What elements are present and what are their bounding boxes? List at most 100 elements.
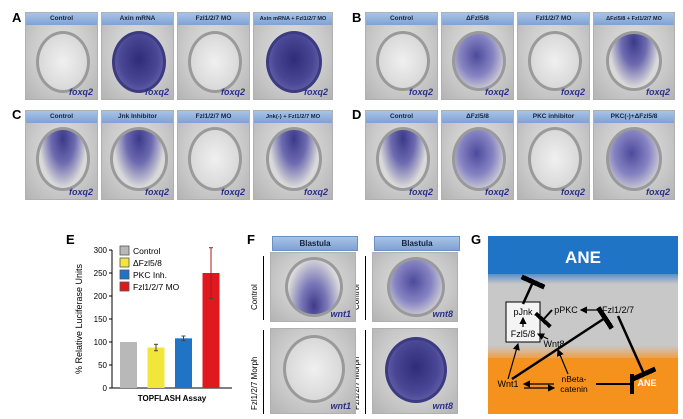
panel-c-header-2: Jnk Inhibitor: [102, 111, 173, 123]
panel-a-header-3: Fzl1/2/7 MO: [178, 13, 249, 25]
embryo: [188, 127, 242, 191]
embryo: [283, 335, 345, 403]
panel-a-image-1: Control foxq2: [25, 12, 98, 100]
panel-label-b: B: [352, 10, 362, 25]
node-wnt1: Wnt1: [497, 379, 518, 389]
gene-label: foxq2: [303, 187, 328, 197]
embryo: [266, 127, 322, 191]
legend-label-1: ΔFzl5/8: [133, 258, 162, 268]
y-tick-label: 200: [94, 292, 108, 301]
edge-wnt8-to-fzl58: [536, 333, 549, 340]
gene-label: foxq2: [68, 87, 93, 97]
node-nbeta: nBeta-catenin: [560, 374, 588, 394]
panel-c-image-4: Jnk(-) + Fzl1/2/7 MO foxq2: [253, 110, 333, 200]
legend-swatch-2: [119, 269, 130, 280]
gene-label: foxq2: [408, 187, 433, 197]
y-tick-label: 0: [103, 384, 108, 393]
embryo: [36, 127, 90, 191]
panel-a-header-1: Control: [26, 13, 97, 25]
panel-label-a: A: [12, 10, 22, 25]
node-wnt8: Wnt8: [543, 339, 564, 349]
row-bracket: [365, 256, 366, 320]
node-ppkc: pPKC: [554, 305, 578, 315]
panel-a-header-2: Axin mRNA: [102, 13, 173, 25]
y-tick-label: 100: [94, 338, 108, 347]
panel-d-image-4: PKC(-)+ΔFzl5/8 foxq2: [593, 110, 675, 200]
panel-f-image-1: wnt1: [270, 252, 356, 322]
panel-b-header-3: Fzl1/2/7 MO: [518, 13, 589, 25]
panel-f-image-3: wnt1: [270, 328, 356, 414]
embryo: [110, 127, 168, 191]
panel-d-image-1: Control foxq2: [365, 110, 438, 200]
panel-b-header-2: ΔFzl5/8: [442, 13, 513, 25]
row-bracket: [365, 330, 366, 414]
panel-label-d: D: [352, 107, 362, 122]
legend-label-3: Fzl1/2/7 MO: [133, 282, 180, 292]
embryo: [112, 31, 166, 93]
panel-c-header-1: Control: [26, 111, 97, 123]
panel-e-bar-chart: 0 50 100 150 200 250 300 % Relative Luciferase …: [74, 245, 232, 403]
gene-label: foxq2: [560, 187, 585, 197]
embryo: [387, 257, 445, 317]
panel-d-image-3: PKC inhibitor foxq2: [517, 110, 590, 200]
panel-c-header-4: Jnk(-) + Fzl1/2/7 MO: [254, 111, 332, 123]
panel-b-header-4: ΔFzl5/8 + Fzl1/2/7 MO: [594, 13, 674, 25]
legend-label-2: PKC Inh.: [133, 270, 167, 280]
gene-label: wnt1: [330, 401, 351, 411]
row-label-control: Control: [250, 284, 259, 310]
panel-d-header-4: PKC(-)+ΔFzl5/8: [594, 111, 674, 123]
panel-b-header-1: Control: [366, 13, 437, 25]
node-fzl127: Fzl1/2/7: [602, 305, 634, 315]
panel-label-g: G: [471, 232, 482, 247]
panel-d-header-2: ΔFzl5/8: [442, 111, 513, 123]
panel-f-image-4: wnt8: [372, 328, 458, 414]
panel-c-header-3: Fzl1/2/7 MO: [178, 111, 249, 123]
panel-f-header-1: Blastula: [272, 236, 358, 251]
panel-f-image-2: wnt8: [372, 252, 458, 322]
embryo: [285, 257, 343, 317]
embryo: [376, 127, 430, 191]
edge-nbeta-to-wnt8: [556, 348, 569, 375]
gene-label: foxq2: [484, 87, 509, 97]
embryo: [376, 31, 430, 91]
panel-label-c: C: [12, 107, 22, 122]
bar-2: [175, 338, 192, 388]
node-pjnk: pJnk: [513, 307, 533, 317]
panel-c-image-3: Fzl1/2/7 MO foxq2: [177, 110, 250, 200]
y-tick-label: 250: [94, 269, 108, 278]
gene-label: foxq2: [68, 187, 93, 197]
panel-c-image-2: Jnk Inhibitor foxq2: [101, 110, 174, 200]
panel-c-image-1: Control foxq2: [25, 110, 98, 200]
panel-a-header-4: Axin mRNA + Fzl1/2/7 MO: [254, 13, 332, 25]
embryo: [606, 127, 662, 191]
legend-swatch-0: [119, 245, 130, 256]
y-axis-label: % Relative Luciferase Units: [74, 263, 84, 374]
node-fzl58: Fzl5/8: [511, 329, 536, 339]
legend-swatch-3: [119, 281, 130, 292]
embryo: [36, 31, 90, 93]
gene-label: foxq2: [144, 87, 169, 97]
edge-ppkc-inhibits-fzl58: [543, 309, 553, 320]
panel-a-image-4: Axin mRNA + Fzl1/2/7 MO foxq2: [253, 12, 333, 100]
panel-d-header-3: PKC inhibitor: [518, 111, 589, 123]
embryo: [452, 127, 506, 191]
ane-region: [488, 236, 678, 274]
legend-swatch-1: [119, 257, 130, 268]
embryo: [528, 127, 582, 191]
gene-label: foxq2: [645, 87, 670, 97]
gene-label: foxq2: [144, 187, 169, 197]
panel-a-image-3: Fzl1/2/7 MO foxq2: [177, 12, 250, 100]
gene-label: wnt8: [432, 401, 453, 411]
panel-d-image-2: ΔFzl5/8 foxq2: [441, 110, 514, 200]
gene-label: foxq2: [560, 87, 585, 97]
edge-fzl127-inhibits-ane: [616, 315, 644, 374]
edge-wnt1-to-fzl58: [507, 342, 520, 380]
ane-title: ANE: [565, 248, 601, 267]
y-tick-label: 150: [94, 315, 108, 324]
node-ane-small: ANE: [637, 378, 656, 388]
gene-label: foxq2: [303, 87, 328, 97]
embryo: [606, 31, 662, 91]
y-tick-label: 50: [98, 361, 107, 370]
embryo: [528, 31, 582, 91]
row-label-morph: Fzl1/2/7 Morph: [250, 356, 259, 410]
